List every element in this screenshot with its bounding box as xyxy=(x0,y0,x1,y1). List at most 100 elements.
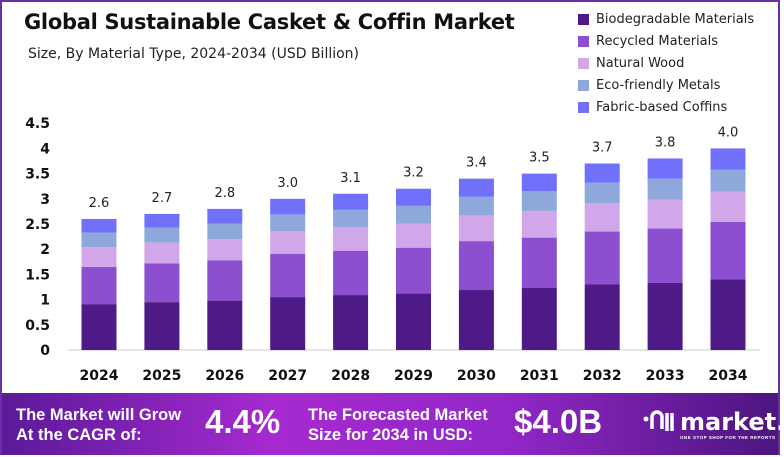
bar-segment xyxy=(521,210,557,238)
bar-segment xyxy=(207,260,243,301)
footer-banner: The Market will Grow At the CAGR of: 4.4… xyxy=(2,393,784,455)
legend-item: Eco-friendly Metals xyxy=(578,74,754,96)
bar-segment xyxy=(333,227,369,251)
bar-segment xyxy=(396,293,431,350)
bar-segment xyxy=(521,173,557,192)
logo-mark-icon xyxy=(643,410,674,431)
chart-subtitle: Size, By Material Type, 2024-2034 (USD B… xyxy=(28,46,360,62)
y-tick-label: 0.5 xyxy=(25,318,50,334)
legend-item: Natural Wood xyxy=(578,52,754,74)
x-tick-label: 2026 xyxy=(205,368,244,384)
bar-segment xyxy=(710,279,746,350)
bar-segment xyxy=(647,158,683,179)
bar-segment xyxy=(458,178,494,197)
bar-segment xyxy=(144,242,180,264)
market-size-label: The Forecasted Market Size for 2034 in U… xyxy=(308,405,488,445)
y-tick-label: 1.5 xyxy=(25,267,50,283)
legend-label: Biodegradable Materials xyxy=(596,11,755,27)
bar-segment xyxy=(584,182,620,204)
bar-segment xyxy=(458,196,494,216)
market-size-value: $4.0B xyxy=(514,403,603,440)
bar-segment xyxy=(333,295,369,350)
cagr-label-line1: The Market will Grow xyxy=(16,406,182,424)
bar-segment xyxy=(270,198,306,215)
y-tick-label: 3 xyxy=(40,192,50,208)
bar-segment xyxy=(396,188,431,206)
bar-segment xyxy=(270,253,306,298)
x-tick-label: 2027 xyxy=(268,368,307,384)
bar-segment xyxy=(584,231,620,285)
stacked-bar-chart: 0 0.5 1 1.5 2 2.5 3 3.5 4 4.5 2.6 2024 2.7 2025 2.8 202… xyxy=(25,116,760,384)
bar-segment xyxy=(144,227,180,243)
bar-segment xyxy=(396,205,431,224)
bar-segment xyxy=(521,237,557,289)
bar-segment xyxy=(710,169,746,192)
bar-segment xyxy=(81,266,117,305)
bar-segment xyxy=(584,284,620,350)
bar-segment xyxy=(144,213,180,228)
legend: Biodegradable Materials Recycled Material… xyxy=(578,8,754,118)
bar-segment xyxy=(270,297,306,350)
y-tick-label: 1 xyxy=(40,293,50,309)
market-size-label-line1: The Forecasted Market xyxy=(308,406,488,424)
x-tick-label: 2032 xyxy=(583,368,622,384)
bar-segment xyxy=(647,282,683,350)
legend-label: Natural Wood xyxy=(596,55,685,71)
bar-segment xyxy=(710,191,746,222)
market-us-logo: market.us ONE STOP SHOP FOR THE REPORTS xyxy=(642,407,784,440)
bar-segment xyxy=(647,178,683,200)
legend-item: Recycled Materials xyxy=(578,30,754,52)
legend-item: Biodegradable Materials xyxy=(578,8,754,30)
bar-segment xyxy=(710,221,746,280)
bar-segment xyxy=(81,304,117,350)
x-tick-label: 2030 xyxy=(457,368,496,384)
x-tick-label: 2024 xyxy=(80,368,119,384)
cagr-label-line2: At the CAGR of: xyxy=(16,426,142,444)
y-tick-label: 2 xyxy=(40,242,50,258)
cagr-value: 4.4% xyxy=(205,403,281,440)
bar-segment xyxy=(458,241,494,291)
y-tick-label: 4.5 xyxy=(25,116,50,132)
bar-segment xyxy=(647,228,683,283)
y-tick-label: 3.5 xyxy=(25,167,50,183)
x-tick-label: 2029 xyxy=(394,368,433,384)
bar-segment xyxy=(584,203,620,232)
x-tick-label: 2028 xyxy=(331,368,370,384)
bar-segment xyxy=(81,247,117,267)
logo-text: market.us xyxy=(680,408,784,436)
bar-segment xyxy=(458,215,494,242)
x-tick-label: 2034 xyxy=(709,368,748,384)
bar-segment xyxy=(521,191,557,211)
total-label: 2.6 xyxy=(89,196,110,211)
bar-segment xyxy=(207,300,243,350)
x-tick-label: 2031 xyxy=(520,368,559,384)
total-label: 3.2 xyxy=(403,166,424,181)
total-label: 3.7 xyxy=(592,141,613,156)
total-label: 3.0 xyxy=(277,176,298,191)
bar-segment xyxy=(81,232,117,248)
legend-swatch xyxy=(578,57,589,69)
total-label: 4.0 xyxy=(718,125,739,140)
logo-tagline: ONE STOP SHOP FOR THE REPORTS xyxy=(680,435,776,440)
bar-segment xyxy=(396,223,431,248)
bar-segment xyxy=(270,214,306,232)
bar-segment xyxy=(144,263,180,303)
bar-segment xyxy=(333,250,369,296)
bar-segment xyxy=(521,288,557,350)
bar-segment xyxy=(458,290,494,350)
total-label: 3.1 xyxy=(340,171,361,186)
bar-segment xyxy=(81,218,117,233)
legend-label: Eco-friendly Metals xyxy=(596,77,721,93)
legend-swatch xyxy=(578,101,589,113)
bar-segment xyxy=(207,239,243,261)
legend-swatch xyxy=(578,35,589,47)
legend-swatch xyxy=(578,79,589,91)
bar-segment xyxy=(207,208,243,224)
total-label: 3.4 xyxy=(466,156,487,171)
y-tick-label: 4 xyxy=(40,141,50,157)
bar-segment xyxy=(333,209,369,228)
y-tick-label: 2.5 xyxy=(25,217,50,233)
bar-segment xyxy=(270,231,306,254)
bar-segment xyxy=(396,247,431,294)
bar-segment xyxy=(647,199,683,229)
